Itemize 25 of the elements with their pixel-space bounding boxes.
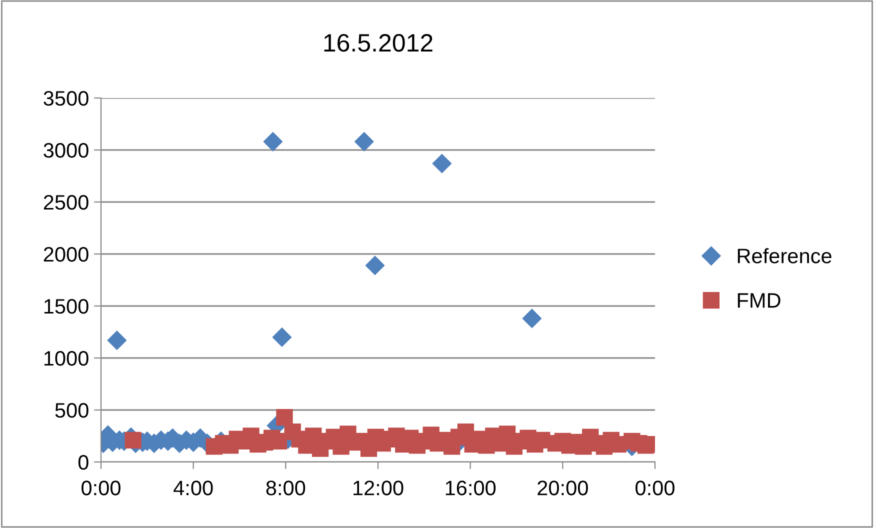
point bbox=[354, 132, 374, 152]
legend-label: FMD bbox=[738, 293, 780, 308]
y-tick-label: 2000 bbox=[44, 247, 88, 262]
x-tick-label: 12:00 bbox=[354, 480, 404, 496]
point bbox=[263, 132, 283, 152]
point bbox=[365, 256, 385, 275]
point bbox=[522, 308, 542, 328]
y-tick-label: 1000 bbox=[44, 351, 88, 366]
y-tick-label: 3000 bbox=[44, 143, 88, 158]
x-tick-label: 20:00 bbox=[538, 480, 588, 496]
x-tick-label: 0:00 bbox=[82, 480, 120, 496]
legend-label: Reference bbox=[738, 248, 832, 264]
point bbox=[272, 328, 292, 347]
point bbox=[432, 154, 452, 174]
y-tick-label: 1500 bbox=[44, 299, 88, 314]
x-tick-label: 0:00 bbox=[636, 480, 674, 496]
y-tick-label: 2500 bbox=[44, 195, 88, 210]
y-tick-label: 3500 bbox=[44, 91, 88, 106]
y-tick-label: 500 bbox=[55, 403, 88, 418]
point bbox=[107, 330, 126, 350]
x-tick-label: 8:00 bbox=[266, 480, 306, 496]
chart-title: 16.5.2012 bbox=[324, 34, 432, 52]
y-tick-label: 0 bbox=[78, 455, 88, 470]
x-tick-label: 16:00 bbox=[446, 480, 496, 496]
x-tick-label: 4:00 bbox=[174, 480, 213, 496]
